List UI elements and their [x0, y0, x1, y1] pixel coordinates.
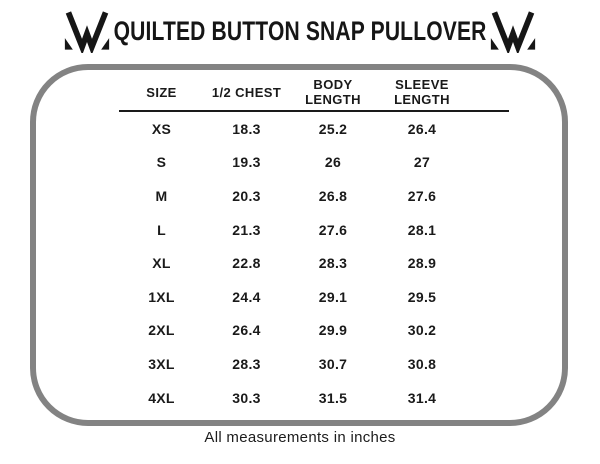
body-length-cell: 31.5: [318, 389, 348, 406]
sleeve-length-cell: 30.8: [407, 355, 437, 372]
size-cell: XL: [152, 255, 171, 272]
sleeve-length-cell: 30.2: [407, 322, 437, 339]
table-row: 4XL 30.3 31.5 31.4: [119, 381, 509, 415]
body-length-cell: 28.3: [318, 255, 348, 272]
measurement-note: All measurements in inches: [204, 429, 396, 446]
page-title-text: QUILTED BUTTON SNAP PULLOVER: [113, 15, 487, 46]
half-chest-cell: 21.3: [232, 221, 261, 238]
page-title: QUILTED BUTTON SNAP PULLOVER: [113, 8, 487, 54]
size-cell: S: [156, 154, 167, 171]
table-row: M 20.3 26.8 27.6: [119, 179, 509, 213]
table-row: L 21.3 27.6 28.1: [119, 213, 509, 247]
size-cell: 1XL: [148, 288, 175, 305]
body-length-cell: 27.6: [318, 221, 348, 238]
size-cell: 4XL: [148, 389, 175, 406]
sleeve-length-cell: 28.1: [407, 221, 437, 238]
table-row: S 19.3 26 27: [119, 146, 509, 180]
column-header-body-length: BODY LENGTH: [305, 77, 361, 107]
body-length-cell: 26.8: [318, 187, 348, 204]
table-row: 1XL 24.4 29.1 29.5: [119, 280, 509, 314]
size-chart-panel: [30, 64, 568, 426]
body-length-cell: 30.7: [318, 355, 348, 372]
size-cell: M: [155, 187, 168, 204]
body-length-cell: 29.1: [318, 288, 348, 305]
table-row: XL 22.8 28.3 28.9: [119, 246, 509, 280]
half-chest-cell: 18.3: [232, 120, 261, 137]
half-chest-cell: 24.4: [232, 288, 261, 305]
sleeve-length-cell: 29.5: [407, 288, 437, 305]
sleeve-length-cell: 27.6: [407, 187, 437, 204]
column-header-half-chest: 1/2 CHEST: [211, 84, 282, 100]
table-body: XS 18.3 25.2 26.4 S 19.3 26 27 M 20.3 26…: [119, 112, 509, 414]
size-cell: L: [157, 221, 166, 238]
body-length-cell: 25.2: [318, 120, 348, 137]
size-table: SIZE 1/2 CHEST BODY LENGTH SLEEVE LENGTH…: [119, 74, 509, 414]
sleeve-length-cell: 31.4: [407, 389, 437, 406]
sleeve-length-cell: 28.9: [407, 255, 437, 272]
brand-logo-icon: [64, 11, 110, 53]
half-chest-cell: 26.4: [232, 322, 261, 339]
half-chest-cell: 22.8: [232, 255, 261, 272]
half-chest-cell: 20.3: [232, 187, 261, 204]
half-chest-cell: 30.3: [232, 389, 261, 406]
table-row: 3XL 28.3 30.7 30.8: [119, 347, 509, 381]
header-divider: [119, 110, 509, 112]
sleeve-length-cell: 27: [413, 154, 431, 171]
body-length-cell: 29.9: [318, 322, 348, 339]
sleeve-length-cell: 26.4: [407, 120, 437, 137]
table-row: 2XL 26.4 29.9 30.2: [119, 314, 509, 348]
body-length-cell: 26: [324, 154, 342, 171]
size-cell: 3XL: [148, 355, 175, 372]
size-cell: XS: [151, 120, 172, 137]
half-chest-cell: 28.3: [232, 355, 261, 372]
chart-header: QUILTED BUTTON SNAP PULLOVER: [0, 8, 600, 54]
size-cell: 2XL: [148, 322, 175, 339]
column-header-sleeve-length: SLEEVE LENGTH: [394, 77, 450, 107]
half-chest-cell: 19.3: [232, 154, 261, 171]
table-row: XS 18.3 25.2 26.4: [119, 112, 509, 146]
column-header-size: SIZE: [146, 84, 177, 100]
brand-logo-icon: [490, 11, 536, 53]
table-header-row: SIZE 1/2 CHEST BODY LENGTH SLEEVE LENGTH: [119, 74, 509, 110]
